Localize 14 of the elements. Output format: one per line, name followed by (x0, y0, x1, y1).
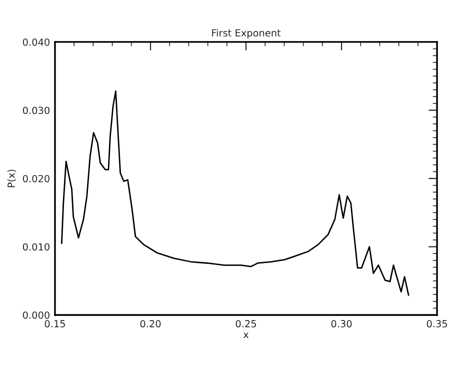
x-axis-title: x (243, 332, 249, 338)
y-tick-label: 0.040 (22, 38, 50, 46)
y-axis-title: P(x) (7, 170, 16, 188)
x-tick-label: 0.25 (236, 320, 256, 328)
chart-title: First Exponent (212, 29, 281, 38)
y-tick-label: 0.000 (22, 311, 50, 319)
x-tick-label: 0.35 (426, 320, 448, 328)
y-tick-label: 0.010 (22, 243, 50, 251)
y-tick-label: 0.030 (22, 106, 50, 114)
y-tick-label: 0.020 (22, 174, 50, 182)
x-tick-label: 0.15 (44, 320, 65, 328)
line-series (60, 90, 410, 296)
x-tick-label: 0.20 (140, 320, 161, 328)
x-tick-label: 0.30 (331, 320, 352, 328)
